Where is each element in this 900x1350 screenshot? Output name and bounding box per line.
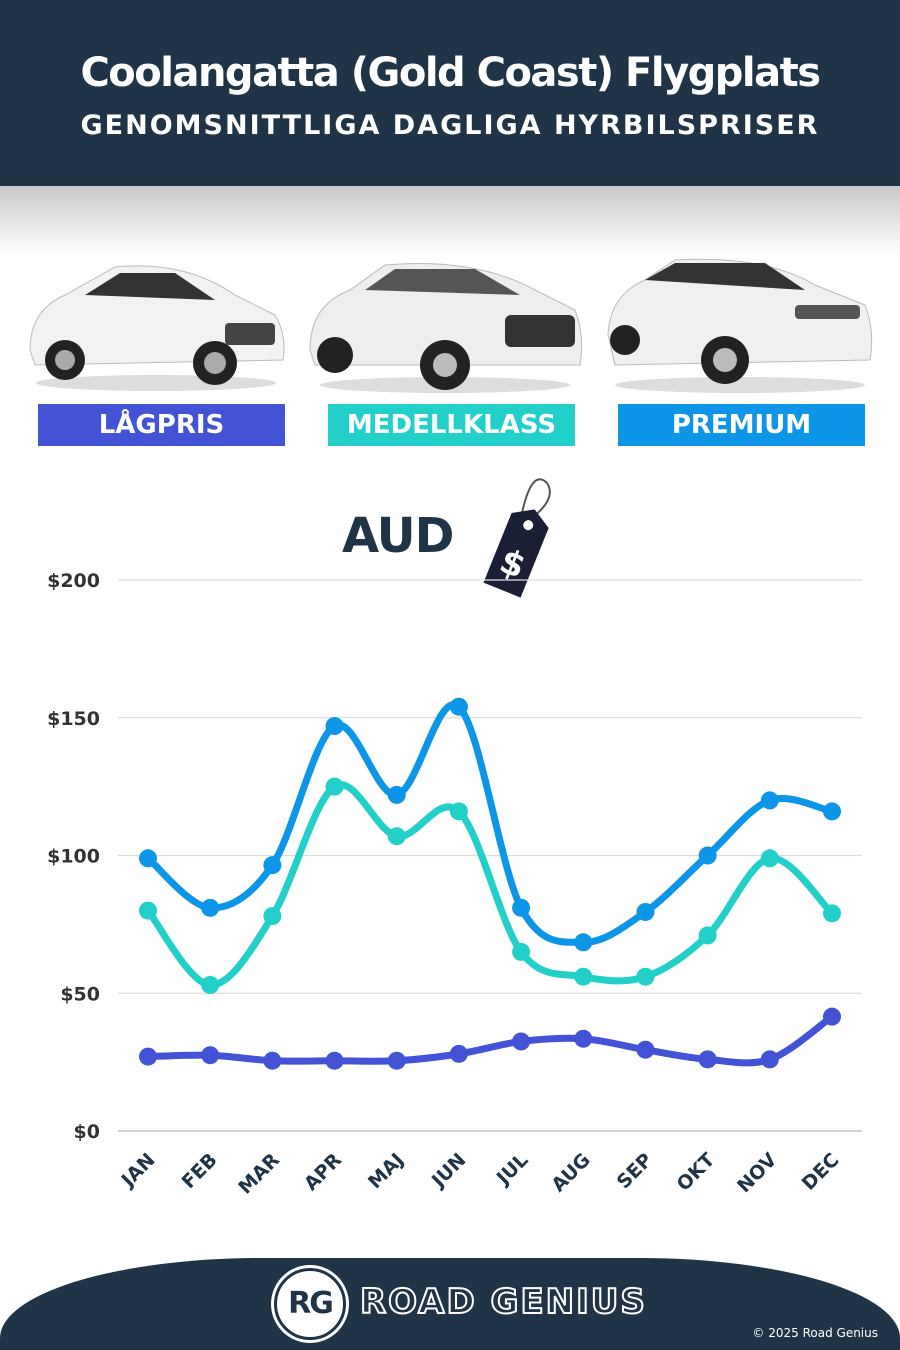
data-point: [760, 791, 779, 810]
header: Coolangatta (Gold Coast) Flygplats GENOM…: [0, 0, 900, 186]
data-point: [636, 1040, 655, 1059]
x-tick-label: AUG: [547, 1149, 594, 1196]
data-point: [387, 1051, 406, 1070]
y-tick-label: $200: [47, 570, 100, 592]
data-point: [201, 898, 220, 917]
data-point: [387, 785, 406, 804]
data-point: [325, 717, 344, 736]
data-point: [449, 802, 468, 821]
x-tick-label: OKT: [673, 1149, 720, 1196]
category-label-economy: LÅGPRIS: [38, 404, 285, 446]
data-point: [698, 846, 717, 865]
y-tick-label: $50: [60, 983, 100, 1005]
data-point: [512, 1032, 531, 1051]
data-point: [698, 1050, 717, 1069]
x-tick-label: APR: [300, 1149, 346, 1195]
footer: [0, 1258, 900, 1350]
y-tick-label: $0: [74, 1121, 100, 1143]
data-point: [574, 967, 593, 986]
data-point: [325, 1051, 344, 1070]
x-tick-label: DEC: [798, 1149, 844, 1195]
data-point: [139, 1047, 157, 1066]
data-point: [574, 1029, 593, 1048]
x-tick-label: FEB: [178, 1149, 222, 1193]
x-tick-label: MAR: [234, 1149, 284, 1199]
data-point: [698, 926, 717, 945]
brand-name: ROAD GENIUS: [359, 1281, 647, 1323]
x-tick-label: JUL: [491, 1149, 532, 1190]
x-tick-label: NOV: [733, 1149, 781, 1197]
data-point: [201, 1046, 220, 1065]
series-line: [144, 1013, 836, 1067]
y-tick-label: $100: [47, 846, 100, 868]
economy-car-image: [29, 265, 285, 391]
data-point: [139, 901, 157, 920]
road-genius-logo: RG: [274, 1268, 346, 1340]
data-point: [263, 1051, 282, 1070]
currency-label: AUD: [342, 508, 454, 564]
data-point: [823, 904, 841, 923]
midsize-car-image: [309, 262, 583, 393]
data-point: [512, 942, 531, 961]
data-point: [636, 902, 655, 921]
data-point: [760, 849, 779, 868]
copyright: © 2025 Road Genius: [752, 1326, 878, 1340]
category-label-midsize: MEDELLKLASS: [328, 404, 575, 446]
data-point: [325, 777, 344, 796]
data-point: [387, 827, 406, 846]
data-point: [449, 697, 468, 716]
header-shadow: [0, 186, 900, 256]
data-point: [512, 898, 531, 917]
data-point: [823, 802, 841, 821]
data-point: [201, 975, 220, 994]
y-tick-label: $150: [47, 708, 100, 730]
data-point: [263, 856, 282, 875]
category-label-premium: PREMIUM: [618, 404, 865, 446]
data-point: [449, 1044, 468, 1063]
x-tick-label: JAN: [116, 1149, 160, 1193]
page-title: Coolangatta (Gold Coast) Flygplats: [80, 50, 821, 96]
page-subtitle: GENOMSNITTLIGA DAGLIGA HYRBILSPRISER: [80, 110, 820, 141]
premium-car-image: [607, 258, 873, 393]
x-tick-label: JUN: [426, 1149, 470, 1193]
data-point: [636, 967, 655, 986]
data-point: [760, 1050, 779, 1069]
data-point: [139, 849, 157, 868]
x-tick-label: SEP: [613, 1149, 657, 1193]
x-tick-label: MAJ: [364, 1149, 408, 1193]
data-point: [263, 907, 282, 926]
data-point: [823, 1007, 841, 1026]
data-point: [574, 933, 593, 952]
series-line: [144, 781, 836, 989]
price-line-chart: $0 $50 $100 $150 $200 JAN FEB MAR APR MAJ JUN JUL AU…: [47, 570, 862, 1199]
